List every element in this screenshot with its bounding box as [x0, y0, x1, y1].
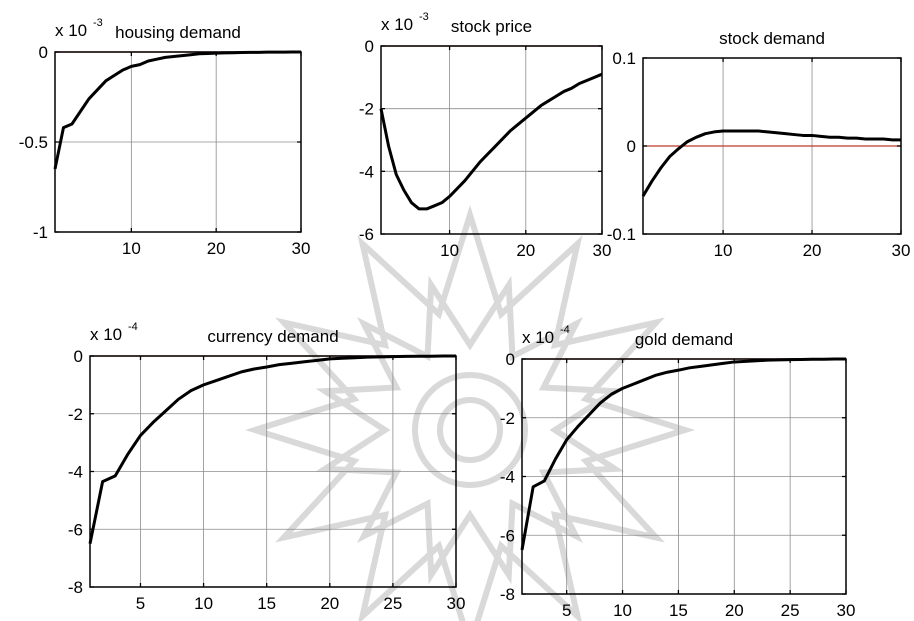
chart-2: 10 20 30 0 -2 -4 -6 x 10 -3 stock price [359, 11, 612, 260]
chart-5: 5 10 15 20 25 30 0 -2 -4 -6 -8 x 10 -4 gold demand [500, 324, 856, 620]
x-tick-label: 10 [613, 601, 632, 620]
x-tick-label: 30 [292, 239, 311, 258]
y-tick-label: -8 [68, 578, 83, 597]
watermark-center-dot [437, 397, 503, 463]
axis-multiplier: x 10 [522, 328, 554, 347]
axis-multiplier: x 10 [90, 325, 122, 344]
y-tick-label: -2 [359, 100, 374, 119]
y-tick-label: -6 [68, 520, 83, 539]
series-line [520, 357, 846, 551]
series-line [88, 354, 456, 544]
x-tick-label: 5 [136, 594, 145, 613]
x-tick-label: 15 [257, 594, 276, 613]
y-tick-label: -4 [500, 468, 515, 487]
x-tick-label: 5 [562, 601, 571, 620]
y-tick-label: -4 [359, 162, 374, 181]
y-tick-label: 0 [627, 137, 636, 156]
y-tick-label: -0.5 [19, 133, 48, 152]
y-tick-label: -2 [500, 409, 515, 428]
y-tick-label: -2 [68, 405, 83, 424]
chart-title: gold demand [635, 330, 733, 349]
x-tick-label: 15 [669, 601, 688, 620]
chart-title: housing demand [115, 23, 241, 42]
chart-title: currency demand [207, 327, 338, 346]
x-tick-label: 10 [194, 594, 213, 613]
y-tick-label: -8 [500, 585, 515, 604]
x-tick-label: 20 [320, 594, 339, 613]
x-tick-label: 25 [383, 594, 402, 613]
y-tick-label: 0 [39, 43, 48, 62]
x-tick-label: 10 [714, 241, 733, 260]
chart-title: stock demand [719, 29, 825, 48]
x-tick-label: 20 [725, 601, 744, 620]
y-tick-label: 0 [506, 350, 515, 369]
x-tick-label: 20 [207, 239, 226, 258]
series-line [379, 72, 603, 211]
y-tick-label: 0 [74, 347, 83, 366]
axis-multiplier-exponent: -4 [128, 321, 138, 333]
series-line [641, 129, 901, 197]
axis-multiplier: x 10 [55, 21, 87, 40]
x-tick-label: 20 [803, 241, 822, 260]
x-tick-label: 25 [781, 601, 800, 620]
chart-4: 5 10 15 20 25 30 0 -2 -4 -6 -8 x 10 -4 currency deman… [68, 321, 466, 613]
y-tick-label: -6 [359, 225, 374, 244]
y-tick-label: -4 [68, 463, 83, 482]
watermark-star-outer [244, 204, 696, 621]
x-tick-label: 10 [440, 241, 459, 260]
axis-multiplier-exponent: -3 [419, 11, 429, 23]
y-tick-label: -1 [33, 223, 48, 242]
watermark-center-ring [412, 372, 528, 488]
axis-multiplier-exponent: -4 [560, 324, 570, 336]
x-tick-label: 30 [892, 241, 911, 260]
y-tick-label: -0.1 [607, 225, 636, 244]
x-tick-label: 20 [516, 241, 535, 260]
y-tick-label: 0 [365, 37, 374, 56]
series-line [53, 50, 301, 170]
axis-multiplier-exponent: -3 [93, 17, 103, 29]
x-tick-label: 30 [447, 594, 466, 613]
y-tick-label: -6 [500, 526, 515, 545]
chart-title: stock price [451, 17, 532, 36]
axis-multiplier: x 10 [381, 15, 413, 34]
axes-box [380, 45, 603, 235]
chart-1: 10 20 30 0 -0.5 -1 x 10 -3 housing demand [19, 17, 311, 258]
y-tick-label: 0.1 [612, 49, 636, 68]
x-tick-label: 30 [593, 241, 612, 260]
x-tick-label: 10 [122, 239, 141, 258]
x-tick-label: 30 [837, 601, 856, 620]
chart-3: 10 20 30 0.1 0 -0.1 stock demand [607, 29, 911, 260]
